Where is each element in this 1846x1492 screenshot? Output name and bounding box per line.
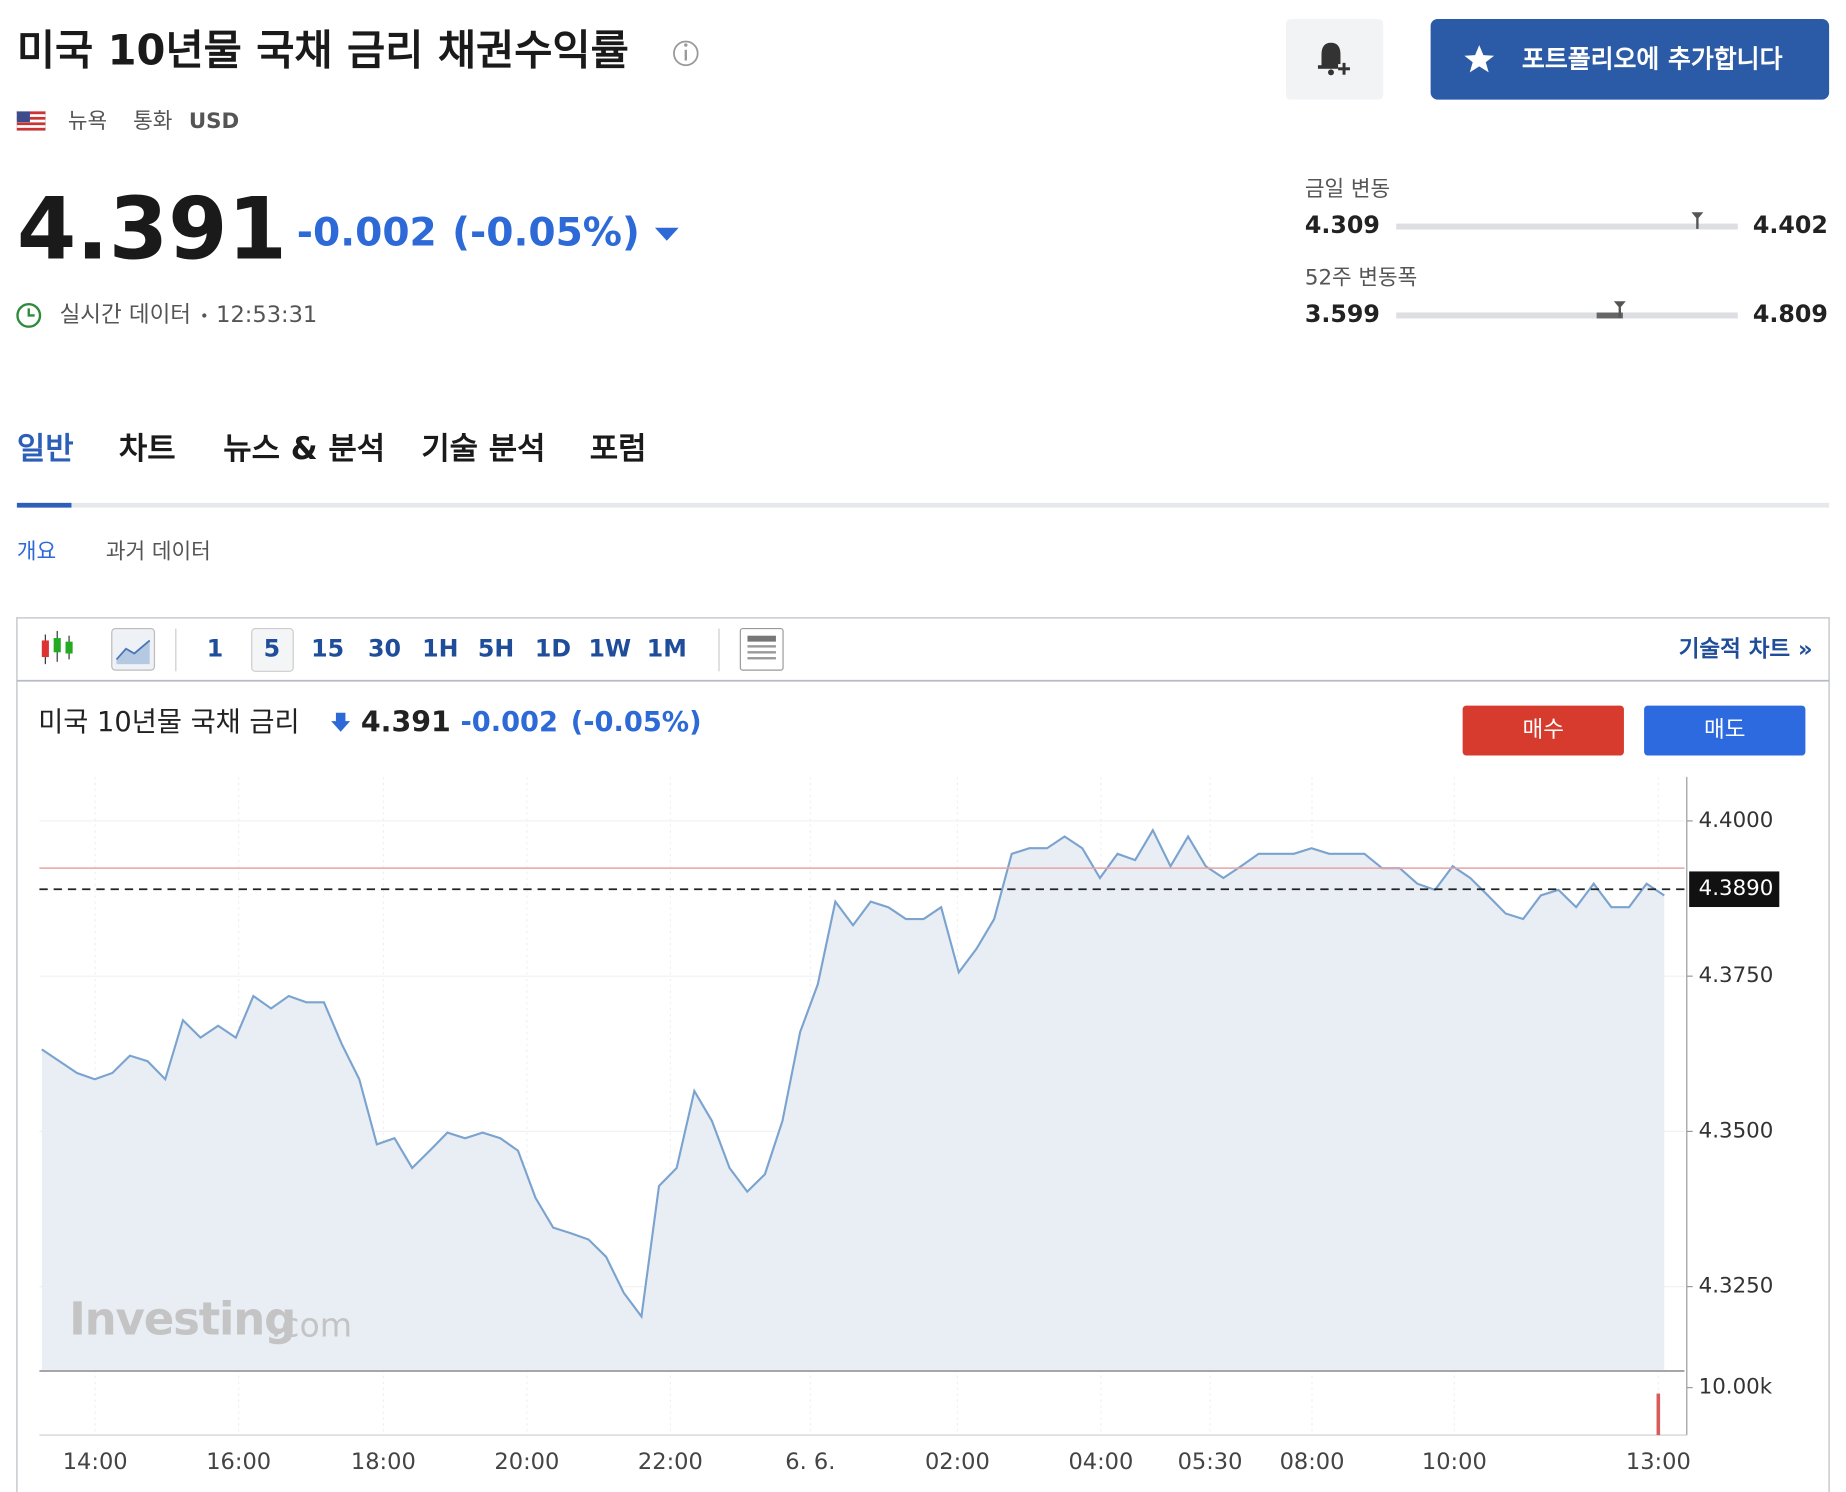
- x-tick-label: 05:30: [1178, 1449, 1243, 1475]
- layout-icon[interactable]: [739, 627, 784, 671]
- interval[interactable]: 1M: [647, 634, 687, 662]
- time: 12:53:31: [216, 302, 317, 328]
- tab-active-underline: [16, 502, 72, 508]
- watermark: Investing: [69, 1292, 295, 1345]
- range-bar: [1396, 223, 1738, 230]
- sell-label[interactable]: 매도: [1704, 717, 1745, 743]
- volume-bar: [1656, 1393, 1661, 1436]
- tab[interactable]: 포럼: [590, 431, 647, 467]
- area: [41, 830, 1665, 1370]
- x-tick-label: 13:00: [1626, 1449, 1691, 1475]
- tab[interactable]: 기술 분석: [421, 431, 545, 467]
- portfolio-button-label[interactable]: 포트폴리오에 추가합니다: [1522, 44, 1783, 73]
- buy-label[interactable]: 매수: [1523, 717, 1564, 743]
- x-tick-label: 08:00: [1280, 1449, 1345, 1475]
- sell-button[interactable]: 매도: [1644, 705, 1806, 756]
- portfolio-button[interactable]: 포트폴리오에 추가합니다: [1430, 18, 1830, 100]
- x-tick-label: 22:00: [638, 1449, 703, 1475]
- chart-title: 미국 10년물 국채 금리: [38, 707, 299, 738]
- interval[interactable]: 5: [264, 634, 281, 662]
- alert-button[interactable]: [1285, 18, 1384, 100]
- interval[interactable]: 15: [311, 634, 344, 662]
- range-day-segment: [1596, 312, 1623, 319]
- y-tick-label: 4.3750: [1699, 963, 1774, 988]
- plot: 4.4000 4.3750 4.3500 4.3250 4.3890 10.00k 14:0…: [39, 776, 1780, 1475]
- chart-price: 4.391: [361, 705, 451, 738]
- buy-button[interactable]: 매수: [1462, 705, 1624, 756]
- title: 미국 10년물 국채 금리 채권수익률: [17, 25, 629, 74]
- flag: [16, 110, 46, 132]
- interval[interactable]: 30: [368, 634, 401, 662]
- down-triangle: [654, 227, 679, 241]
- range-bar: [1396, 312, 1738, 319]
- price: 4.391: [17, 180, 287, 279]
- down-arrow: [331, 712, 351, 732]
- currency: USD: [189, 109, 239, 134]
- tab[interactable]: 차트: [119, 431, 176, 467]
- interval[interactable]: 1W: [589, 634, 632, 662]
- x-tick-label: 16:00: [206, 1449, 271, 1475]
- last-value-label: 4.3890: [1699, 876, 1774, 901]
- x-tick-label: 10:00: [1422, 1449, 1487, 1475]
- x-tick-label: 18:00: [351, 1449, 416, 1475]
- range-low: 4.309: [1305, 211, 1380, 239]
- range-marker: [1691, 212, 1704, 220]
- change: -0.002: [297, 210, 437, 255]
- x-tick-label: 6. 6.: [785, 1449, 835, 1475]
- technical-link[interactable]: 기술적 차트 »: [1679, 636, 1813, 662]
- info-icon[interactable]: [673, 40, 699, 67]
- currency-label: 통화: [133, 109, 172, 134]
- range-label: 52주 변동폭: [1305, 266, 1417, 291]
- range-high: 4.809: [1753, 300, 1828, 328]
- interval[interactable]: 5H: [478, 634, 514, 662]
- change-percent: (-0.05%): [452, 210, 640, 255]
- interval-selected-box: [251, 627, 294, 672]
- range-marker: [1613, 301, 1626, 309]
- chart-change-percent: (-0.05%): [571, 707, 702, 738]
- volume-tick-label: 10.00k: [1699, 1375, 1773, 1400]
- range-low: 3.599: [1305, 300, 1380, 328]
- tabs: 일반 차트 뉴스 & 분석 기술 분석 포럼: [17, 431, 647, 467]
- candle-icon[interactable]: [41, 630, 73, 665]
- location: 뉴욕: [68, 109, 107, 134]
- intervals: 1 5 15 30 1H 5H 1D 1W 1M: [207, 634, 687, 662]
- tab[interactable]: 뉴스 & 분석: [223, 431, 385, 467]
- interval[interactable]: 1: [207, 634, 224, 662]
- watermark-suffix: .com: [271, 1306, 352, 1345]
- interval[interactable]: 1D: [535, 634, 571, 662]
- chart-frame: [15, 617, 1831, 1492]
- range-high: 4.402: [1753, 211, 1828, 239]
- area-icon[interactable]: [111, 627, 156, 671]
- y-tick-label: 4.4000: [1699, 808, 1774, 833]
- subtab[interactable]: 과거 데이터: [106, 540, 211, 565]
- last-value-box: [1689, 871, 1780, 908]
- y-tick-label: 4.3500: [1699, 1118, 1774, 1143]
- tab[interactable]: 일반: [17, 431, 74, 467]
- x-tick-label: 14:00: [63, 1449, 128, 1475]
- range-label: 금일 변동: [1305, 177, 1390, 202]
- y-tick-label: 4.3250: [1699, 1274, 1774, 1299]
- x-tick-label: 04:00: [1068, 1449, 1133, 1475]
- clock-icon: [16, 303, 42, 328]
- status: 실시간 데이터: [60, 302, 191, 328]
- interval[interactable]: 1H: [422, 634, 458, 662]
- chart-change: -0.002: [460, 707, 558, 738]
- x-tick-label: 20:00: [494, 1449, 559, 1475]
- separator-dot: [202, 313, 207, 318]
- tab-rail: [16, 502, 1830, 508]
- subtab[interactable]: 개요: [17, 540, 56, 565]
- x-tick-label: 02:00: [925, 1449, 990, 1475]
